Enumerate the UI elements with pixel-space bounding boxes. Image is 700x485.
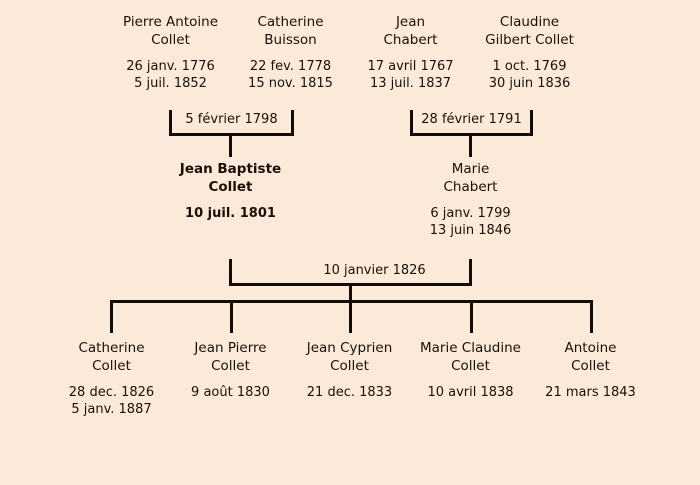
- person-dates: 17 avril 1767 13 juil. 1837: [333, 59, 488, 93]
- person-given-name: Jean Cyprien: [306, 340, 393, 356]
- union-2-descent-line: [469, 133, 472, 157]
- person-card-marie-chabert: Marie Chabert 6 janv. 1799 13 juin 1846: [393, 161, 548, 240]
- person-name: Catherine Buisson: [213, 14, 368, 49]
- person-dates: 6 janv. 1799 13 juin 1846: [393, 206, 548, 240]
- sibling-drop-antoine-collet: [590, 300, 593, 333]
- person-given-name: Antoine: [564, 340, 617, 356]
- person-name: Marie Chabert: [393, 161, 548, 196]
- person-given-name: Pierre Antoine: [122, 14, 219, 30]
- person-death-date: 5 juil. 1852: [134, 75, 207, 91]
- union-1-marriage-date: 5 février 1798: [185, 112, 278, 127]
- person-card-jean-chabert: Jean Chabert 17 avril 1767 13 juil. 1837: [333, 14, 488, 93]
- sibling-drop-jean-cyprien-collet: [349, 300, 352, 333]
- person-surname: Chabert: [443, 178, 498, 195]
- union-2-marriage-date: 28 février 1791: [421, 112, 522, 127]
- union-1-descent-line: [229, 133, 232, 157]
- person-name: Jean Chabert: [333, 14, 488, 49]
- person-surname: Collet: [151, 31, 190, 48]
- person-death-date: 15 nov. 1815: [248, 75, 333, 91]
- person-dates: 28 dec. 1826 5 janv. 1887: [34, 385, 189, 419]
- person-birth-date: 9 août 1830: [191, 385, 270, 401]
- person-dates: 1 oct. 1769 30 juin 1836: [452, 59, 607, 93]
- person-birth-date: 17 avril 1767: [367, 59, 454, 75]
- person-card-pierre-antoine-collet: Pierre Antoine Collet 26 janv. 1776 5 ju…: [93, 14, 248, 93]
- person-card-antoine-collet: Antoine Collet 21 mars 1843: [513, 340, 668, 402]
- person-death-date: 13 juil. 1837: [369, 75, 452, 91]
- person-birth-date: 21 mars 1843: [545, 385, 636, 401]
- person-given-name: Claudine: [499, 14, 560, 30]
- person-death-date: 13 juin 1846: [429, 222, 512, 238]
- person-birth-date: 26 janv. 1776: [126, 59, 215, 75]
- person-name: Claudine Gilbert Collet: [452, 14, 607, 49]
- person-birth-date: 21 dec. 1833: [306, 385, 393, 401]
- person-given-name: Jean Pierre: [194, 340, 267, 356]
- person-surname: Gilbert Collet: [485, 31, 574, 48]
- person-surname: Collet: [211, 357, 250, 374]
- sibling-drop-jean-pierre-collet: [230, 300, 233, 333]
- person-birth-date: 28 dec. 1826: [68, 385, 155, 401]
- union-3-marriage-date: 10 janvier 1826: [323, 263, 426, 278]
- person-birth-date: 10 juil. 1801: [185, 206, 276, 222]
- person-dates: 21 dec. 1833: [272, 385, 427, 402]
- person-birth-date: 22 fev. 1778: [249, 59, 332, 75]
- sibling-drop-marie-claudine-collet: [470, 300, 473, 333]
- person-dates: 10 juil. 1801: [153, 206, 308, 223]
- person-surname: Collet: [208, 178, 253, 195]
- person-death-date: 30 juin 1836: [488, 75, 571, 91]
- union-2-left-stem: [410, 110, 413, 135]
- person-dates: 21 mars 1843: [513, 385, 668, 402]
- person-card-jean-cyprien-collet: Jean Cyprien Collet 21 dec. 1833: [272, 340, 427, 402]
- person-dates: 10 avril 1838: [393, 385, 548, 402]
- union-1-right-stem: [291, 110, 294, 135]
- person-dates: 22 fev. 1778 15 nov. 1815: [213, 59, 368, 93]
- union-1-left-stem: [169, 110, 172, 135]
- person-name: Jean Pierre Collet: [153, 340, 308, 375]
- person-name: Marie Claudine Collet: [393, 340, 548, 375]
- person-surname: Collet: [330, 357, 369, 374]
- person-card-jean-pierre-collet: Jean Pierre Collet 9 août 1830: [153, 340, 308, 402]
- person-name: Jean Cyprien Collet: [272, 340, 427, 375]
- person-name: Catherine Collet: [34, 340, 189, 375]
- person-given-name: Marie: [451, 161, 490, 177]
- person-birth-date: 1 oct. 1769: [492, 59, 567, 75]
- person-name: Antoine Collet: [513, 340, 668, 375]
- union-3-left-stem: [229, 259, 232, 286]
- person-given-name: Jean: [395, 14, 426, 30]
- person-death-date: 5 janv. 1887: [71, 401, 152, 417]
- person-surname: Collet: [92, 357, 131, 374]
- person-card-jean-baptiste-collet: Jean Baptiste Collet 10 juil. 1801: [153, 161, 308, 223]
- person-birth-date: 6 janv. 1799: [430, 206, 511, 222]
- person-card-catherine-collet: Catherine Collet 28 dec. 1826 5 janv. 18…: [34, 340, 189, 419]
- person-card-catherine-buisson: Catherine Buisson 22 fev. 1778 15 nov. 1…: [213, 14, 368, 93]
- person-surname: Collet: [451, 357, 490, 374]
- person-surname: Chabert: [383, 31, 438, 48]
- person-name: Jean Baptiste Collet: [153, 161, 308, 196]
- person-given-name: Catherine: [78, 340, 145, 356]
- person-dates: 26 janv. 1776 5 juil. 1852: [93, 59, 248, 93]
- union-3-descent-line: [349, 283, 352, 303]
- person-card-marie-claudine-collet: Marie Claudine Collet 10 avril 1838: [393, 340, 548, 402]
- person-surname: Collet: [571, 357, 610, 374]
- person-dates: 9 août 1830: [153, 385, 308, 402]
- person-surname: Buisson: [264, 31, 317, 48]
- person-name: Pierre Antoine Collet: [93, 14, 248, 49]
- union-2-right-stem: [530, 110, 533, 135]
- union-3-right-stem: [469, 259, 472, 286]
- person-given-name: Catherine: [257, 14, 324, 30]
- person-card-claudine-gilbert-collet: Claudine Gilbert Collet 1 oct. 1769 30 j…: [452, 14, 607, 93]
- person-given-name: Jean Baptiste: [179, 161, 282, 177]
- person-given-name: Marie Claudine: [419, 340, 521, 356]
- sibling-drop-catherine-collet: [110, 300, 113, 333]
- person-birth-date: 10 avril 1838: [427, 385, 514, 401]
